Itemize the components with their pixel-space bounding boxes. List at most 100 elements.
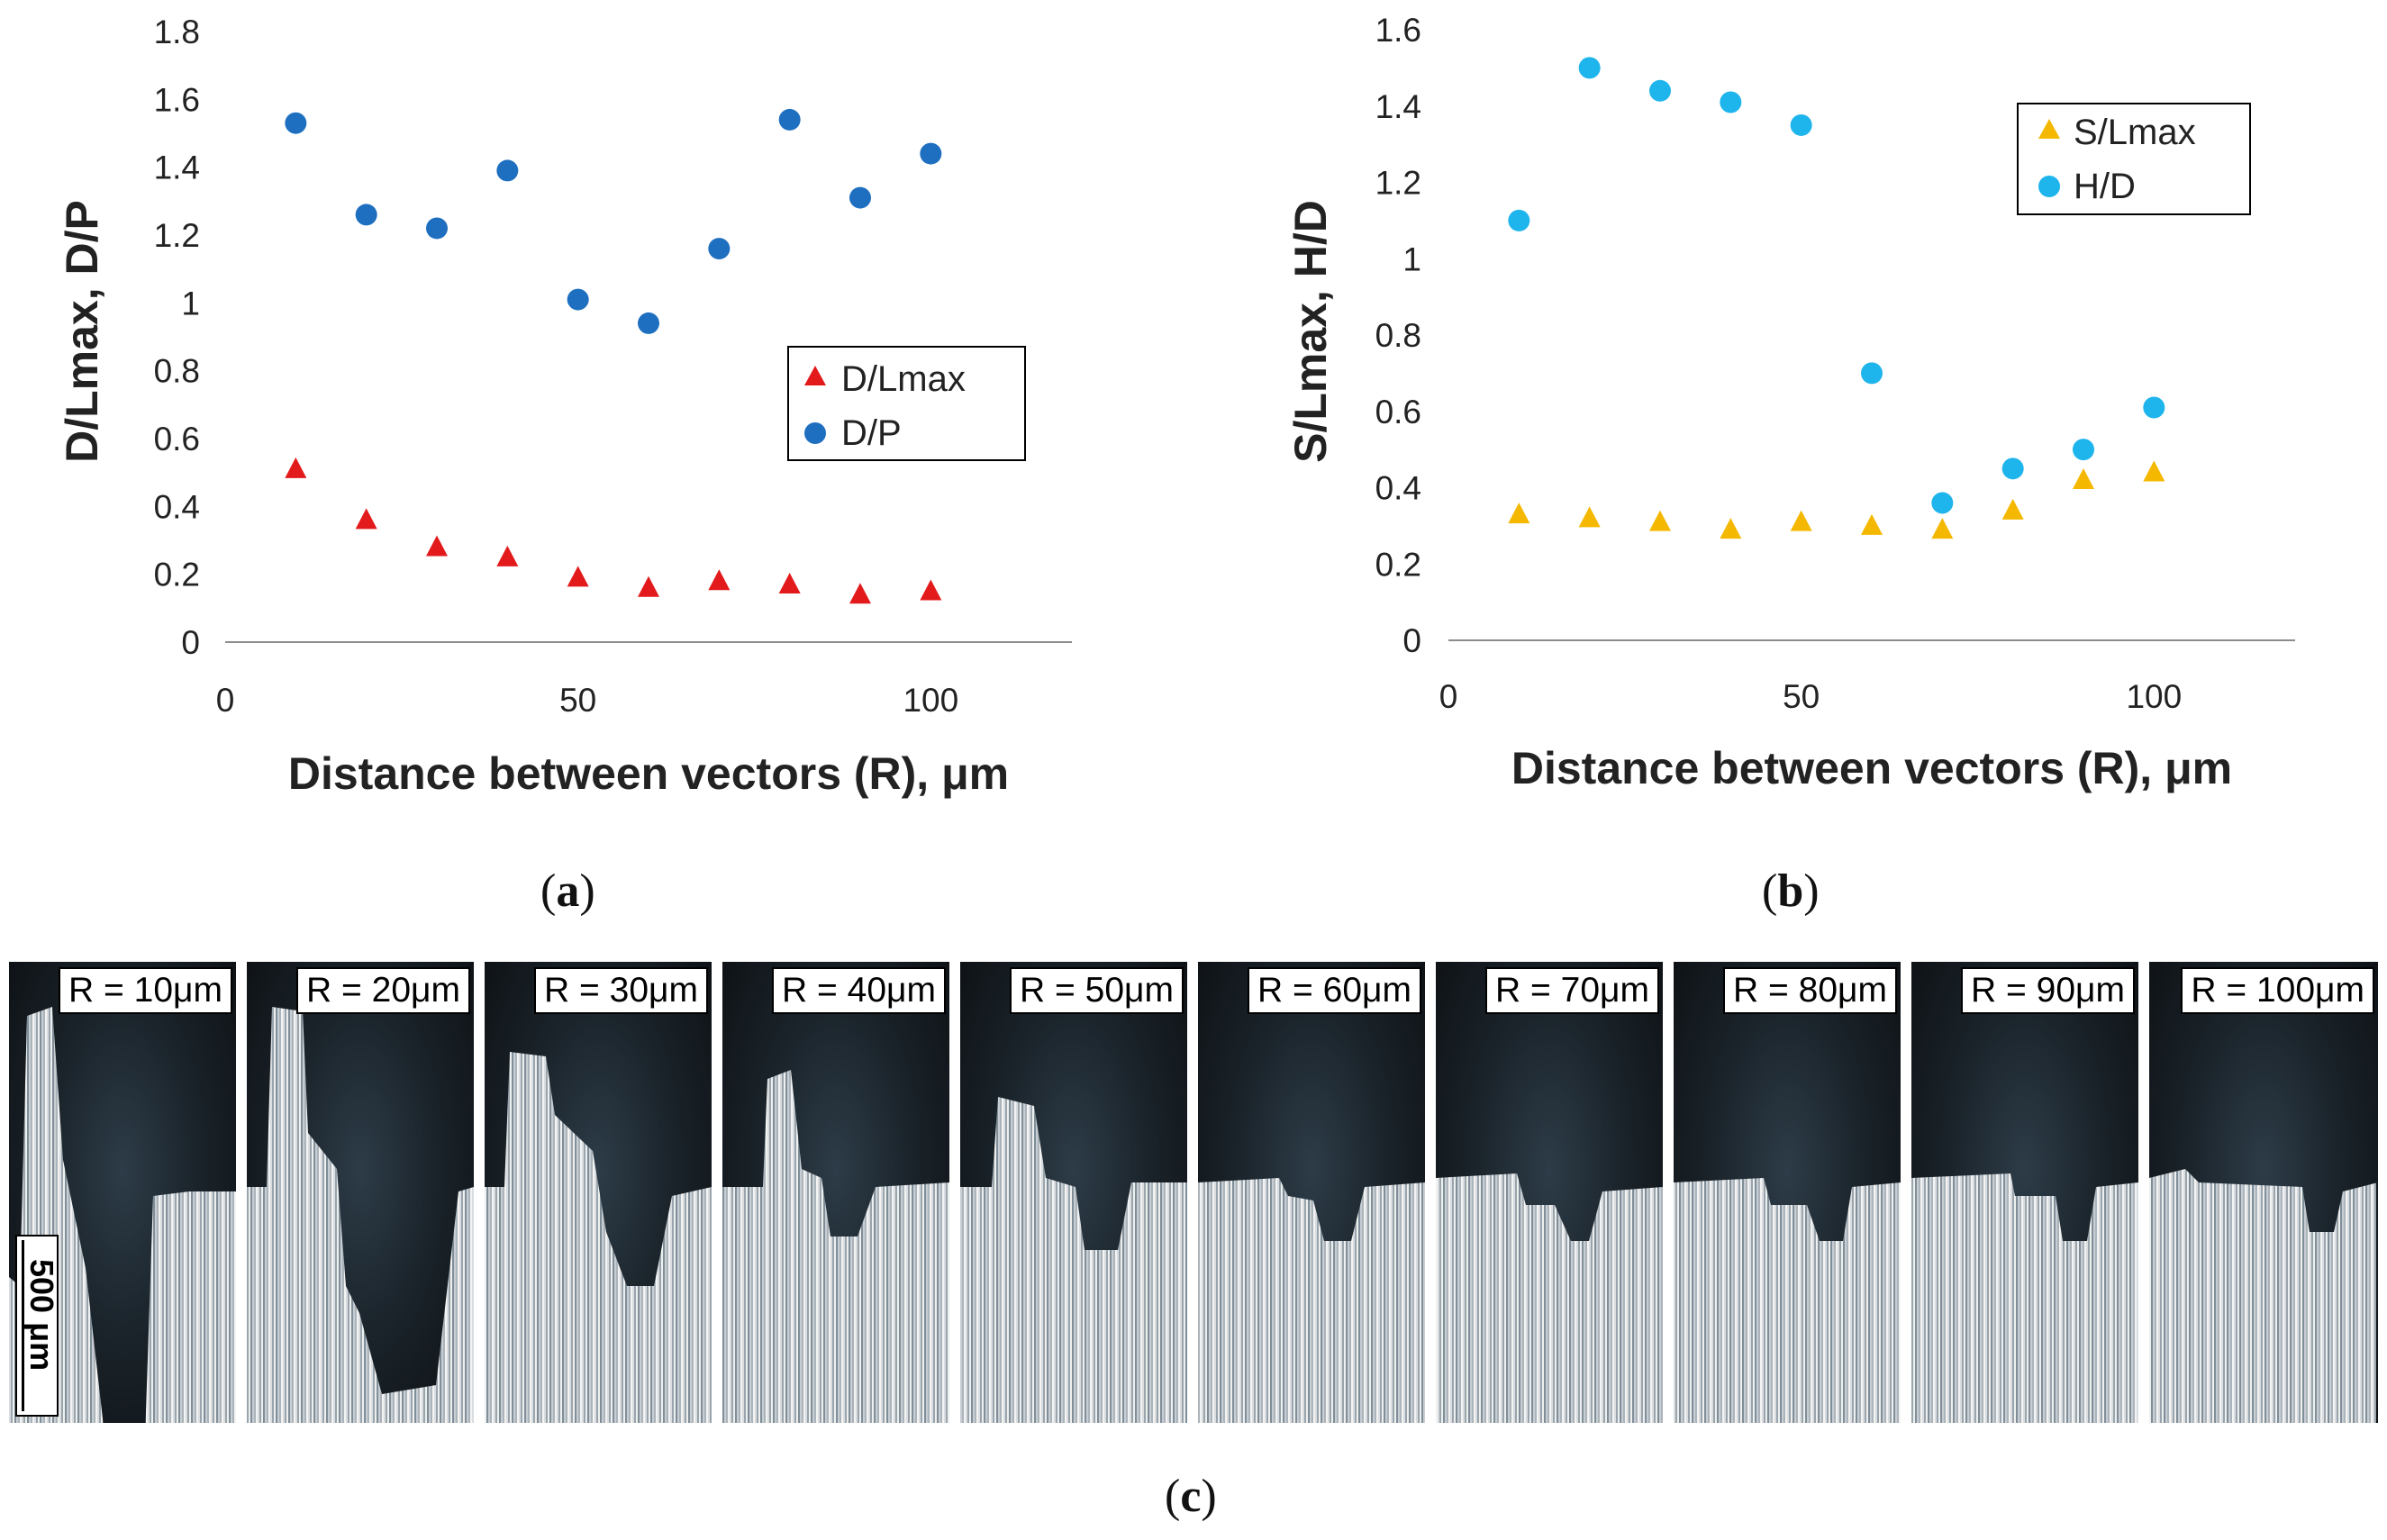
data-point-d-p	[708, 238, 731, 260]
chart-a-y-label: D/Lmax, D/P	[57, 200, 107, 463]
etched-profile	[485, 1052, 712, 1423]
micrograph-label: R = 70μm	[1485, 967, 1659, 1014]
micrograph-label: R = 100μm	[2181, 967, 2374, 1014]
micrograph-frame: R = 70μm	[1436, 962, 1663, 1423]
etched-profile	[722, 1070, 949, 1423]
data-point-d-p	[496, 159, 519, 182]
chart-a-y-ticks: 0 0.2 0.4 0.6 0.8 1 1.2 1.4 1.6 1.8	[154, 14, 200, 661]
data-point-h-d	[1720, 91, 1742, 113]
chart-b-y-label: S/Lmax, H/D	[1285, 200, 1336, 463]
data-point-s-lmax	[1931, 518, 1954, 539]
scale-bar-label: 500 μm	[23, 1259, 60, 1372]
micrograph-label: R = 80μm	[1723, 967, 1897, 1014]
chart-a-legend-dlmax: D/Lmax	[841, 359, 966, 399]
y-tick-label: 1.8	[154, 14, 200, 50]
x-tick-label: 0	[216, 682, 235, 719]
y-tick-label: 0.8	[154, 353, 200, 390]
data-point-d-lmax	[355, 508, 377, 530]
data-point-d-p	[567, 288, 589, 311]
x-tick-label: 0	[1439, 678, 1458, 715]
y-tick-label: 1.6	[154, 81, 200, 118]
etched-profile	[1436, 1173, 1663, 1423]
data-point-d-p	[426, 217, 448, 240]
metal-surface	[960, 1097, 1187, 1423]
data-point-d-lmax	[638, 575, 659, 597]
y-tick-label: 1	[1402, 240, 1421, 277]
y-tick-label: 0.2	[1375, 546, 1421, 583]
chart-a-legend-box	[787, 346, 1026, 461]
legend-circle-marker-icon	[804, 422, 826, 444]
y-tick-label: 0.6	[154, 421, 200, 457]
legend-triangle-marker-icon	[804, 366, 826, 385]
x-tick-label: 100	[903, 682, 958, 719]
data-point-d-lmax	[920, 579, 942, 601]
micrograph-frame: R = 20μm	[247, 962, 474, 1423]
micrograph-frame: R = 50μm	[960, 962, 1187, 1423]
chart-a-x-label: Distance between vectors (R), μm	[288, 748, 1009, 799]
legend-triangle-marker-icon	[2038, 119, 2060, 139]
data-point-h-d	[1861, 362, 1883, 385]
chart-a-points	[285, 108, 942, 604]
metal-surface	[247, 1007, 474, 1423]
micrograph-frame: R = 40μm	[722, 962, 949, 1423]
data-point-h-d	[1790, 113, 1812, 136]
metal-surface	[1911, 1173, 2138, 1423]
micrograph-frame: R = 90μm	[1911, 962, 2138, 1423]
etched-profile	[247, 1007, 474, 1423]
micrograph-frame: R = 80μm	[1674, 962, 1901, 1423]
chart-a-legend-dp: D/P	[841, 413, 902, 453]
y-tick-label: 1.4	[154, 149, 200, 186]
data-point-s-lmax	[2143, 460, 2165, 482]
y-tick-label: 1.4	[1375, 88, 1421, 125]
chart-b: 0 0.2 0.4 0.6 0.8 1 1.2 1.4 1.6 0 50 100 S/Lmax, H…	[1285, 12, 2295, 793]
chart-b-y-ticks: 0 0.2 0.4 0.6 0.8 1 1.2 1.4 1.6	[1375, 12, 1421, 659]
y-tick-label: 0.2	[154, 557, 200, 593]
data-point-d-lmax	[849, 583, 871, 604]
data-point-h-d	[1649, 79, 1671, 102]
metal-surface	[1436, 1173, 1663, 1423]
etched-profile	[960, 1097, 1187, 1423]
y-tick-label: 0	[1402, 622, 1421, 659]
data-point-d-p	[285, 112, 307, 134]
data-point-d-lmax	[285, 457, 307, 478]
micrograph-label: R = 40μm	[772, 967, 946, 1014]
micrograph-label: R = 10μm	[59, 967, 232, 1014]
data-point-d-lmax	[496, 545, 519, 566]
data-point-h-d	[2143, 396, 2165, 419]
data-point-s-lmax	[1578, 506, 1601, 528]
x-tick-label: 100	[2126, 678, 2182, 715]
etched-profile	[2149, 1169, 2376, 1423]
scale-bar-line	[22, 1240, 24, 1411]
data-point-s-lmax	[1649, 510, 1671, 531]
chart-b-x-label: Distance between vectors (R), μm	[1511, 743, 2232, 793]
data-point-d-lmax	[426, 535, 448, 557]
micrograph-label: R = 90μm	[1961, 967, 2135, 1014]
data-point-s-lmax	[1790, 510, 1812, 531]
data-point-d-p	[778, 108, 801, 131]
y-tick-label: 1	[181, 285, 200, 322]
scale-bar: 500 μm	[15, 1235, 60, 1417]
panel-label-b: (b)	[1762, 865, 1820, 917]
data-point-h-d	[2001, 457, 2024, 480]
metal-surface	[722, 1070, 949, 1423]
micrograph-label: R = 20μm	[296, 967, 470, 1014]
y-tick-label: 1.6	[1375, 12, 1421, 49]
micrograph-label: R = 30μm	[534, 967, 708, 1014]
micrograph-frame: R = 60μm	[1198, 962, 1425, 1423]
micrograph-frame: R = 100μm	[2149, 962, 2378, 1423]
y-tick-label: 0.6	[1375, 394, 1421, 430]
etched-profile	[1911, 1173, 2138, 1423]
data-point-d-p	[355, 204, 377, 226]
y-tick-label: 0.4	[154, 488, 200, 525]
data-point-d-p	[849, 186, 871, 209]
data-point-s-lmax	[2073, 468, 2094, 490]
y-tick-label: 0.4	[1375, 470, 1421, 507]
y-tick-label: 0	[181, 624, 200, 661]
data-point-s-lmax	[1508, 503, 1530, 524]
metal-surface	[2149, 1169, 2376, 1423]
x-tick-label: 50	[1783, 678, 1820, 715]
metal-surface	[485, 1052, 712, 1423]
metal-surface	[1674, 1178, 1901, 1423]
data-point-s-lmax	[1861, 513, 1883, 535]
legend-circle-marker-icon	[2038, 176, 2060, 197]
